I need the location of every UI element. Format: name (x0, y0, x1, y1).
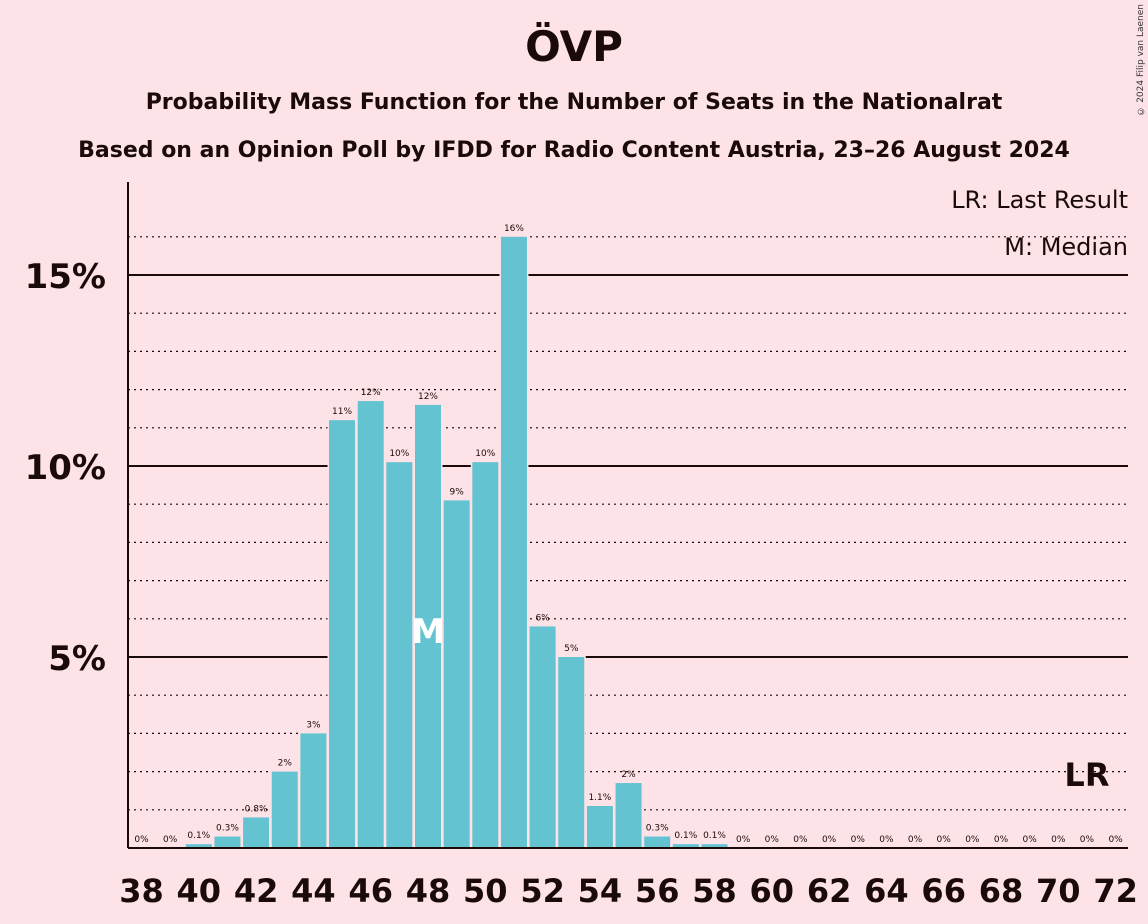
x-tick-label: 70 (1036, 872, 1081, 910)
bar-value-label: 0% (163, 835, 178, 845)
bar-value-label: 0% (879, 835, 894, 845)
bar-seat-43 (271, 771, 298, 848)
bar-value-label: 0% (793, 835, 808, 845)
chart-source: Based on an Opinion Poll by IFDD for Rad… (78, 138, 1070, 163)
bar-value-label: 2% (278, 759, 293, 769)
bar-value-label: 9% (450, 487, 465, 497)
bar-seat-57 (672, 844, 699, 848)
chart-title: ÖVP (525, 22, 623, 71)
x-tick-label: 68 (979, 872, 1024, 910)
bar-value-label: 0.8% (245, 804, 268, 814)
bar-value-label: 0% (1080, 835, 1095, 845)
x-tick-label: 72 (1093, 872, 1138, 910)
bar-value-label: 0% (1023, 835, 1038, 845)
bar-value-label: 0% (994, 835, 1009, 845)
bar-seat-53 (558, 657, 585, 848)
x-tick-label: 58 (692, 872, 737, 910)
bar-value-label: 12% (361, 388, 381, 398)
bar-value-label: 3% (306, 720, 321, 730)
bar-seat-42 (243, 817, 270, 848)
bar-value-label: 0.3% (216, 824, 239, 834)
bar-value-label: 10% (475, 449, 495, 459)
bar-seat-41 (214, 836, 241, 848)
bar-value-label: 12% (418, 392, 438, 402)
chart-subtitle: Probability Mass Function for the Number… (145, 90, 1003, 115)
bar-value-label: 0% (736, 835, 751, 845)
y-tick-label: 5% (48, 639, 106, 679)
bar-seat-47 (386, 462, 413, 848)
bar-seat-40 (185, 844, 212, 848)
x-tick-label: 44 (291, 872, 336, 910)
bar-seat-58 (701, 844, 728, 848)
bar-seat-50 (472, 462, 499, 848)
bar-value-label: 0% (765, 835, 780, 845)
bar-value-label: 0% (134, 835, 149, 845)
bar-value-label: 0% (1051, 835, 1066, 845)
bar-value-label: 0% (822, 835, 837, 845)
x-tick-label: 62 (807, 872, 852, 910)
legend-median: M: Median (1004, 233, 1128, 261)
bar-value-label: 1.1% (588, 793, 611, 803)
bar-value-label: 0% (851, 835, 866, 845)
bar-value-label: 2% (621, 770, 636, 780)
bar-seat-55 (615, 783, 642, 848)
x-tick-label: 66 (921, 872, 966, 910)
bar-value-label: 6% (535, 613, 550, 623)
y-tick-label: 15% (25, 257, 106, 297)
x-tick-label: 46 (348, 872, 393, 910)
bar-seat-56 (644, 836, 671, 848)
bar-value-label: 0% (1108, 835, 1123, 845)
bar-value-label: 10% (389, 449, 409, 459)
bar-value-label: 0.3% (646, 824, 669, 834)
y-tick-label: 10% (25, 448, 106, 488)
x-tick-label: 38 (119, 872, 164, 910)
x-tick-label: 60 (750, 872, 795, 910)
bar-seat-45 (329, 420, 356, 848)
x-tick-label: 56 (635, 872, 680, 910)
bar-value-label: 0% (908, 835, 923, 845)
x-tick-label: 42 (234, 872, 279, 910)
bar-seat-44 (300, 733, 327, 848)
bar-seat-54 (586, 805, 613, 848)
bar-value-label: 0.1% (703, 831, 726, 841)
x-tick-label: 40 (177, 872, 222, 910)
bar-seat-48 (415, 404, 441, 848)
bar-seat-49 (443, 500, 470, 848)
x-tick-label: 48 (406, 872, 451, 910)
bar-seat-51 (500, 236, 527, 849)
x-tick-label: 52 (520, 872, 565, 910)
bar-seat-52 (529, 626, 556, 848)
bar-value-label: 5% (564, 644, 579, 654)
bar-value-label: 11% (332, 407, 352, 417)
last-result-marker: LR (1064, 756, 1109, 794)
x-tick-label: 54 (578, 872, 623, 910)
bar-value-label: 0.1% (187, 831, 210, 841)
legend-last-result: LR: Last Result (951, 186, 1128, 214)
bar-seat-46 (357, 401, 384, 848)
x-tick-label: 64 (864, 872, 909, 910)
x-tick-label: 50 (463, 872, 508, 910)
bar-value-label: 0.1% (674, 831, 697, 841)
bar-value-label: 0% (937, 835, 952, 845)
median-marker: M (411, 612, 445, 652)
bar-value-label: 16% (504, 224, 524, 234)
bar-value-label: 0% (965, 835, 980, 845)
